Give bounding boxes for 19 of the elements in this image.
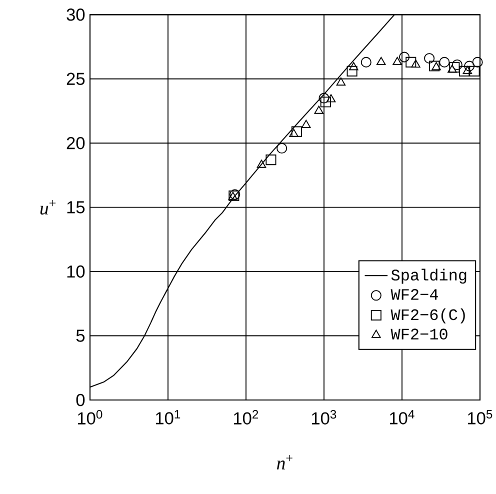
- x-tick-label: 10$^{1}$: [156, 410, 180, 424]
- y-tick-label: 20: [66, 136, 85, 150]
- x-axis-title: n$^{+}$: [276, 454, 292, 470]
- y-tick-label: 15: [67, 201, 85, 214]
- y-tick-label: 25: [66, 72, 85, 86]
- x-tick-label: 10$^{2}$: [234, 410, 258, 424]
- x-tick-label: 10$^{3}$: [312, 410, 336, 424]
- x-tick-label: 10$^{4}$: [390, 410, 414, 424]
- x-tick-label: 10$^{0}$: [78, 410, 102, 424]
- y-tick-label: 10: [67, 265, 85, 278]
- legend-label: Spalding: [391, 268, 466, 284]
- legend-label: WF2−6(C): [390, 308, 465, 324]
- y-tick-label: 30: [66, 8, 85, 21]
- legend-label: WF2−10: [390, 328, 448, 340]
- y-tick-label: 5: [76, 330, 85, 342]
- x-tick-label: 10$^{5}$: [468, 410, 492, 424]
- legend-label: WF2−4: [390, 289, 438, 300]
- y-axis-title: u$^{+}$: [40, 200, 56, 215]
- y-tick-label: 0: [76, 394, 85, 406]
